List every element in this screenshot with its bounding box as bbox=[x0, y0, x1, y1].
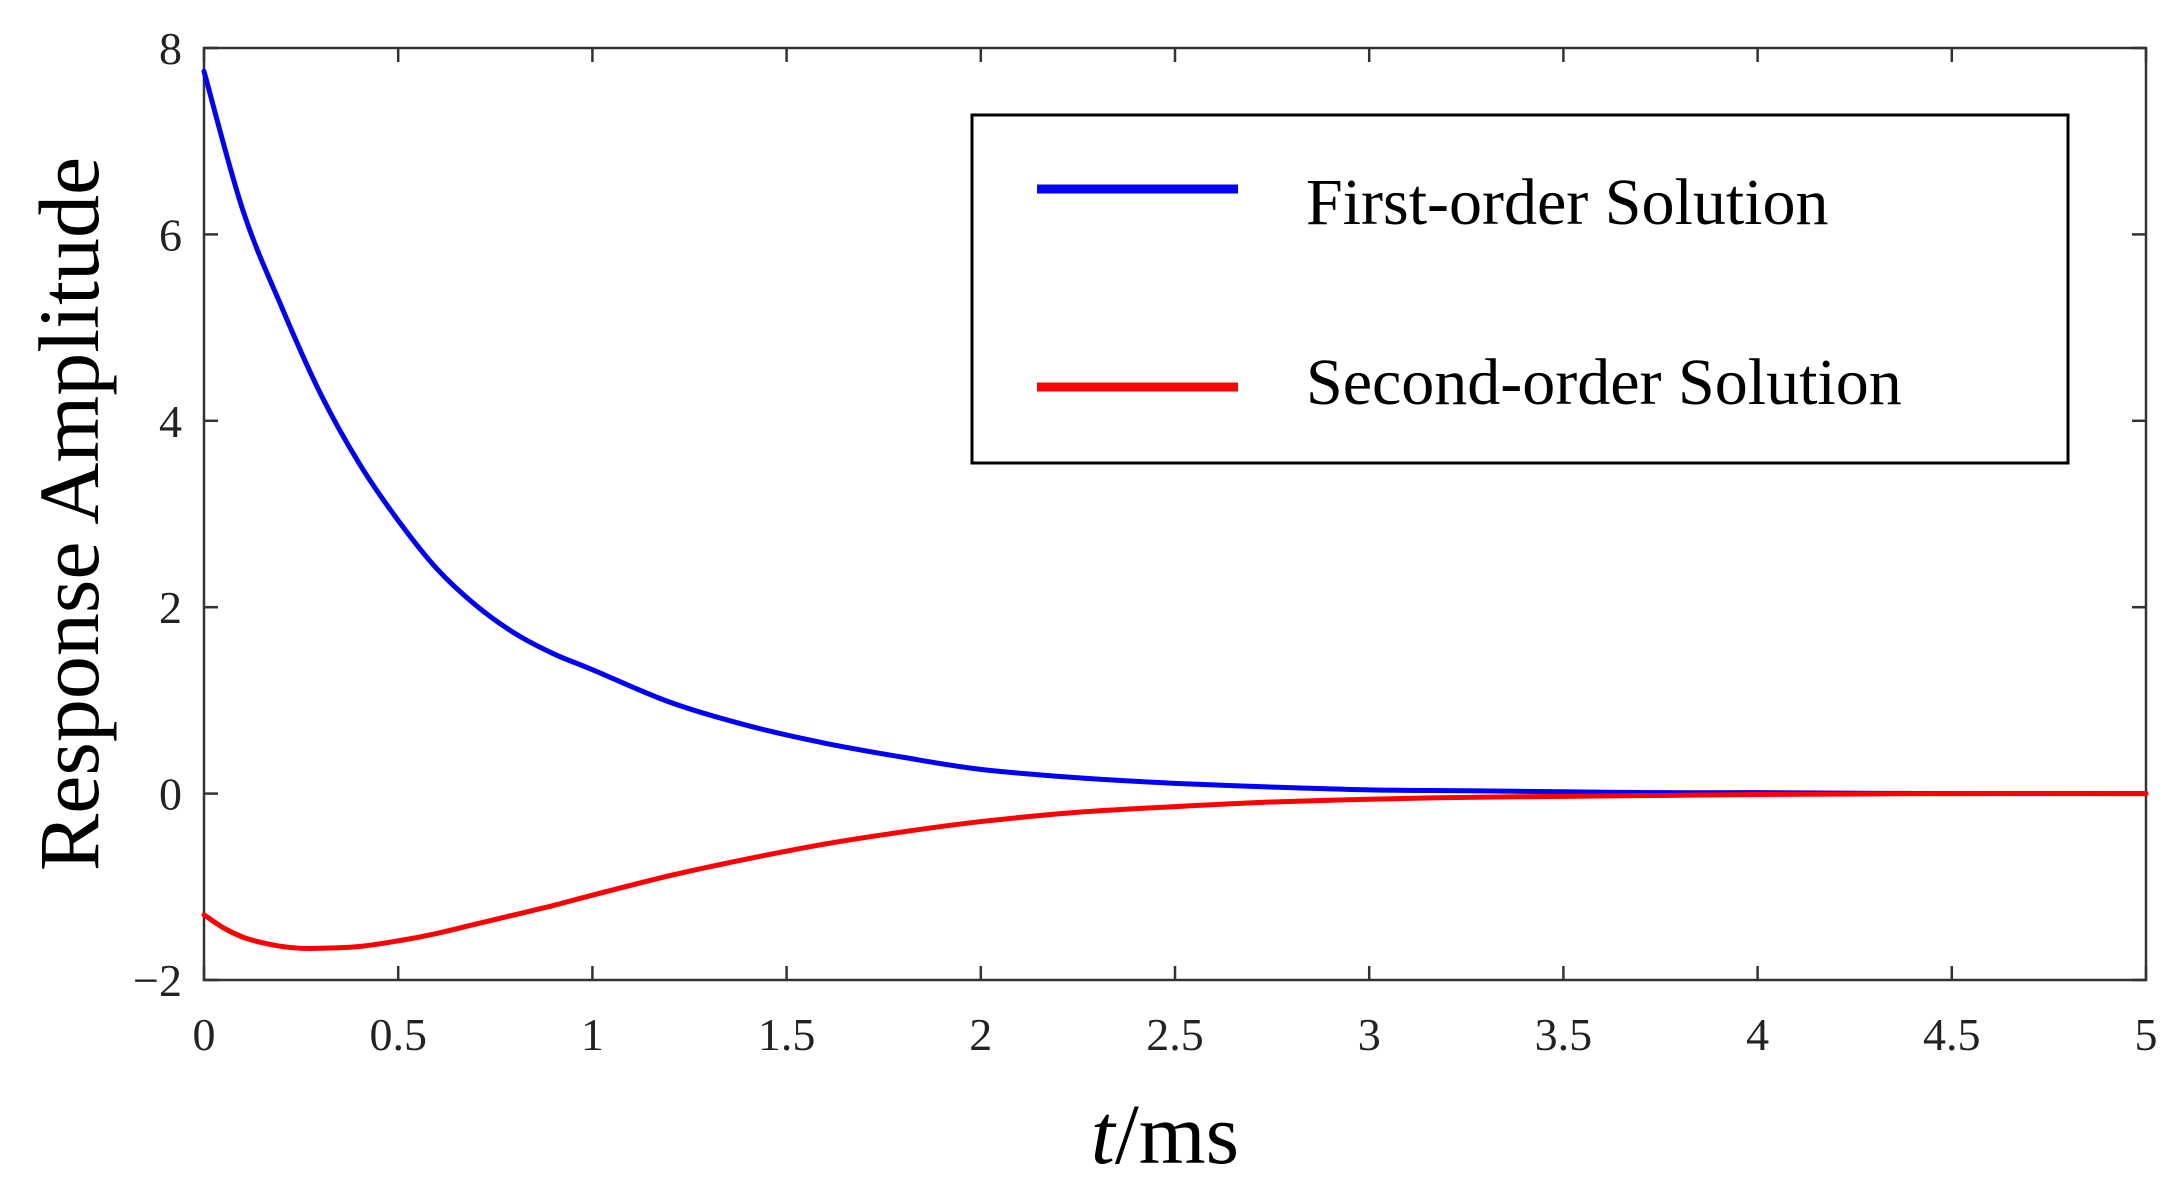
y-tick-label: −2 bbox=[133, 955, 182, 1006]
x-tick-label: 0 bbox=[193, 1009, 216, 1060]
x-tick-label: 4.5 bbox=[1923, 1009, 1981, 1060]
x-tick-label: 3 bbox=[1358, 1009, 1381, 1060]
y-axis-label: Response Amplitude bbox=[21, 157, 117, 871]
y-tick-label: 8 bbox=[159, 23, 182, 74]
y-tick-label: 2 bbox=[159, 582, 182, 633]
legend-label-second-order: Second-order Solution bbox=[1306, 346, 1902, 419]
x-tick-label: 1 bbox=[581, 1009, 604, 1060]
x-tick-label: 0.5 bbox=[369, 1009, 427, 1060]
series-layer bbox=[201, 68, 2149, 952]
legend-label-first-order: First-order Solution bbox=[1306, 166, 1829, 239]
x-axis-label-unit: /ms bbox=[1115, 1086, 1239, 1182]
legend-box bbox=[970, 113, 2070, 465]
legend: First-order Solution Second-order Soluti… bbox=[970, 113, 2070, 465]
x-tick-label: 5 bbox=[2135, 1009, 2158, 1060]
x-tick-label: 1.5 bbox=[758, 1009, 816, 1060]
series-line-second-order bbox=[201, 791, 2149, 952]
x-tick-label: 2.5 bbox=[1146, 1009, 1204, 1060]
y-tick-label: 4 bbox=[159, 396, 182, 447]
x-tick-label: 4 bbox=[1746, 1009, 1769, 1060]
x-axis-label-variable: t bbox=[1091, 1086, 1117, 1182]
x-tick-label: 2 bbox=[969, 1009, 992, 1060]
y-tick-label: 6 bbox=[159, 209, 182, 260]
x-axis-label: t/ms bbox=[1091, 1086, 1239, 1182]
x-tick-label: 3.5 bbox=[1535, 1009, 1593, 1060]
series-line-first-order bbox=[201, 68, 2149, 797]
y-tick-label: 0 bbox=[159, 769, 182, 820]
